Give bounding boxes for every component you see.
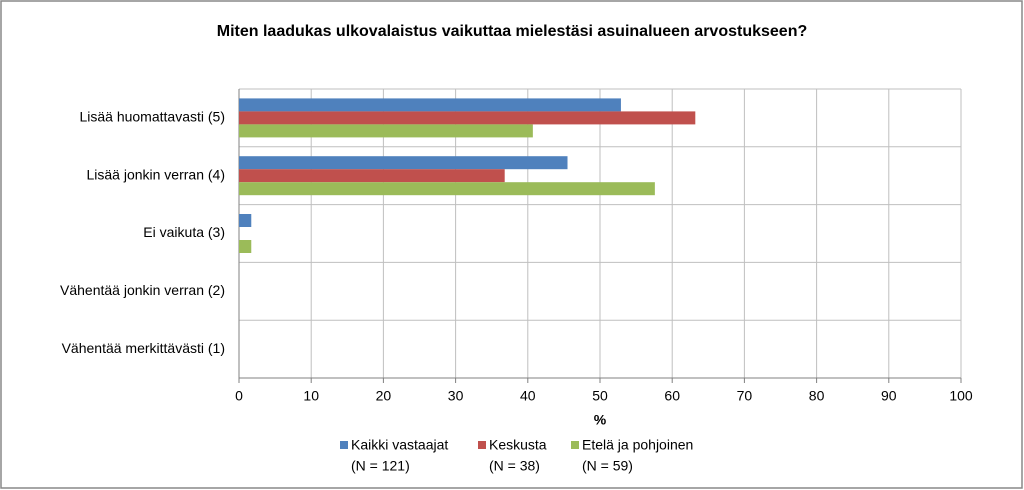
y-tick-label: Lisää huomattavasti (5) [79, 109, 225, 125]
legend-swatch [340, 441, 348, 449]
x-tick-label: 20 [376, 388, 392, 404]
y-tick-label: Lisää jonkin verran (4) [86, 166, 225, 182]
legend-swatch [571, 441, 579, 449]
legend-sample: (N = 121) [351, 458, 410, 474]
x-tick-label: 40 [520, 388, 536, 404]
x-tick-label: 90 [881, 388, 897, 404]
bar [239, 214, 252, 227]
x-tick-label: 50 [592, 388, 608, 404]
chart-title: Miten laadukas ulkovalaistus vaikuttaa m… [217, 23, 807, 40]
legend-label: Keskusta [489, 437, 547, 453]
x-axis-label: % [594, 412, 607, 428]
legend-label: Kaikki vastaajat [351, 437, 448, 453]
y-tick-label: Vähentää jonkin verran (2) [60, 282, 225, 298]
legend-sample: (N = 59) [582, 458, 633, 474]
bar [239, 98, 621, 112]
x-tick-label: 0 [235, 388, 243, 404]
x-tick-label: 100 [949, 388, 973, 404]
legend-sample: (N = 38) [489, 458, 540, 474]
bar [239, 240, 252, 253]
bar [239, 156, 568, 170]
legend-label: Etelä ja pohjoinen [582, 437, 693, 453]
y-tick-label: Ei vaikuta (3) [143, 224, 225, 240]
x-tick-label: 80 [809, 388, 825, 404]
legend-swatch [478, 441, 486, 449]
bar [239, 182, 655, 196]
x-tick-label: 60 [664, 388, 680, 404]
x-tick-label: 10 [303, 388, 319, 404]
x-tick-label: 30 [448, 388, 464, 404]
x-tick-label: 70 [737, 388, 753, 404]
bar [239, 124, 533, 138]
bar [239, 169, 505, 183]
y-tick-label: Vähentää merkittävästi (1) [62, 340, 225, 356]
bar [239, 111, 696, 125]
